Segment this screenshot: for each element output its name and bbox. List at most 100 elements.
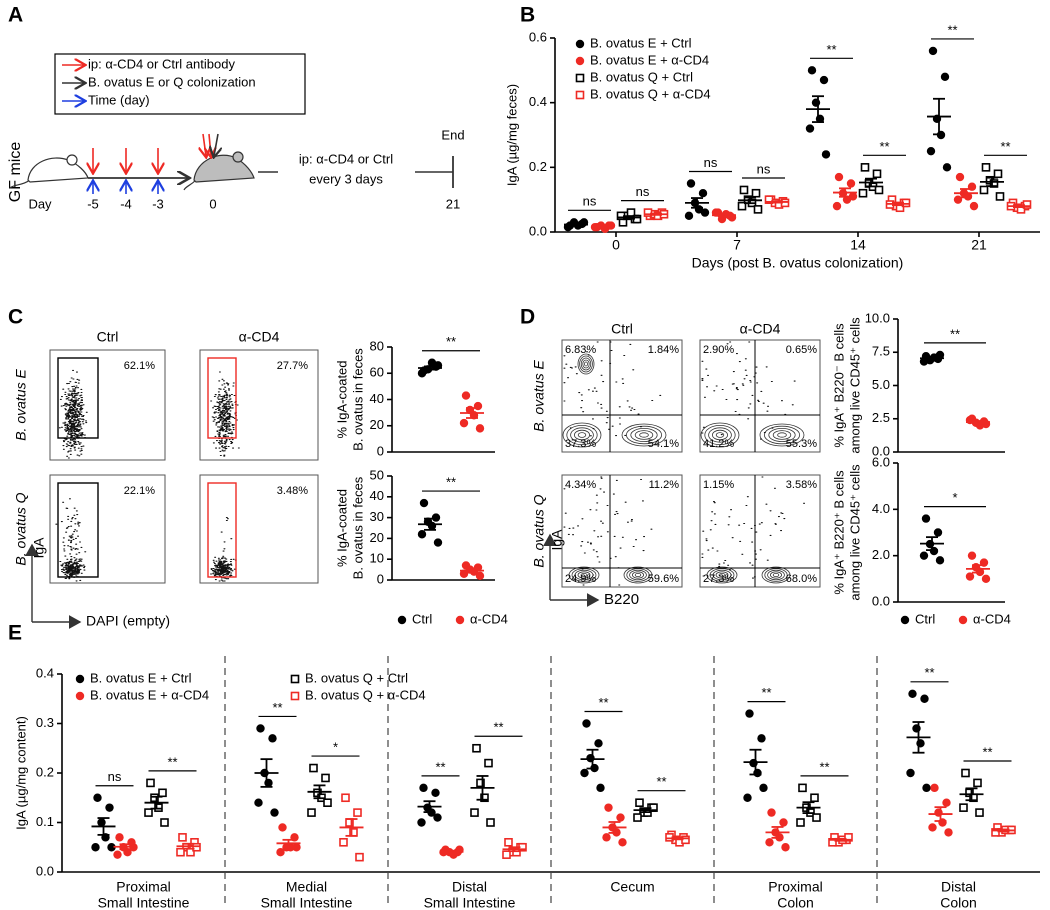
data-point <box>922 783 931 793</box>
contour <box>777 432 787 438</box>
contour <box>579 355 593 373</box>
plot-frame <box>561 339 683 453</box>
y-axis-label: % IgA-coated <box>334 489 349 567</box>
data-point <box>160 818 169 827</box>
y-axis-label: among live CD45⁺ cells <box>847 317 862 454</box>
legend-text: Time (day) <box>88 92 150 107</box>
data-point <box>504 837 513 847</box>
legend-label: α-CD4 <box>470 611 508 626</box>
day-value: -3 <box>152 196 164 211</box>
legend-box <box>54 53 306 115</box>
quadrant-percent: 0.65% <box>786 344 817 356</box>
panel-label: B <box>520 4 535 27</box>
y-tick-label: 10.0 <box>865 310 890 325</box>
data-point <box>757 734 766 743</box>
y-axis-label: B. ovatus in feces <box>350 476 365 579</box>
data-point <box>115 833 124 842</box>
schematic: ip: α-CD4 or Ctrl antibody B. ovatus E o… <box>7 53 465 211</box>
x-tick-label: 7 <box>733 237 741 253</box>
treatment-text: ip: α-CD4 or Ctrl <box>299 151 393 166</box>
legend-label: B. ovatus E + α-CD4 <box>90 687 209 702</box>
y-axis-label: among live CD45⁺ cells <box>847 464 862 601</box>
data-point <box>594 739 603 748</box>
data-point <box>417 369 427 378</box>
contour <box>577 571 591 579</box>
legend-marker <box>75 674 85 684</box>
data-point <box>846 179 856 188</box>
day-label: Day <box>28 196 52 211</box>
significance-label: ** <box>1000 139 1010 154</box>
legend-marker <box>575 39 585 49</box>
injection-arrow <box>209 133 211 156</box>
data-point <box>933 528 943 537</box>
data-point <box>953 195 963 204</box>
event-cloud <box>701 476 806 579</box>
data-point <box>908 689 917 699</box>
legend-label: B. ovatus Q + α-CD4 <box>305 687 426 702</box>
contour <box>712 429 729 441</box>
significance-label: ** <box>924 665 934 680</box>
data-point <box>596 783 605 793</box>
y-tick-label: 80 <box>370 338 384 353</box>
data-point <box>268 734 277 743</box>
contour <box>574 569 594 581</box>
contour <box>584 361 589 367</box>
y-tick-label: 0.2 <box>36 764 54 779</box>
contour <box>772 573 780 578</box>
y-tick-label: 0.3 <box>36 715 54 730</box>
significance-label: ns <box>636 184 650 199</box>
y-tick-label: 30 <box>370 509 384 524</box>
y-tick-label: 0 <box>377 571 384 586</box>
legend-label: B. ovatus E + Ctrl <box>590 35 692 50</box>
y-tick-label: 10 <box>370 551 384 566</box>
data-point <box>935 556 945 565</box>
data-point <box>192 842 201 852</box>
data-point <box>480 793 489 803</box>
quadrant-percent: 1.84% <box>648 344 679 356</box>
significance-label: ns <box>704 155 718 170</box>
data-point <box>700 208 710 217</box>
x-tick-label: Colon <box>940 895 977 910</box>
day-value: -4 <box>120 196 132 211</box>
data-point <box>965 572 975 581</box>
x-tick-label: 0 <box>612 237 620 253</box>
data-point <box>991 828 1000 837</box>
data-point <box>959 803 968 812</box>
data-point <box>765 838 774 847</box>
data-point <box>93 793 102 802</box>
data-point <box>618 838 627 847</box>
data-point <box>113 850 122 859</box>
data-point <box>906 768 915 778</box>
data-point <box>920 694 929 703</box>
x-tick-label: Colon <box>777 895 814 910</box>
gate-percent: 22.1% <box>124 485 155 497</box>
legend-label: B. ovatus Q + Ctrl <box>305 670 408 685</box>
plot-frame <box>49 349 166 461</box>
data-point <box>307 808 316 817</box>
contour <box>634 573 642 578</box>
quadrant-percent: 54.1% <box>648 438 679 450</box>
data-point <box>353 808 362 817</box>
y-tick-label: 2.0 <box>872 547 890 562</box>
x-tick-label: 21 <box>971 237 987 253</box>
contour <box>761 566 791 584</box>
gate-percent: 3.48% <box>277 485 308 497</box>
plot-frame <box>49 474 166 584</box>
data-point <box>254 798 263 807</box>
y-tick-label: 0.2 <box>529 159 547 174</box>
plot-frame <box>199 474 319 584</box>
legend-marker <box>397 615 407 625</box>
legend-label: B. ovatus Q + α-CD4 <box>590 86 711 101</box>
row-label: B. ovatus E <box>13 369 29 441</box>
contour <box>759 423 805 447</box>
mouse-icon <box>9 154 89 189</box>
legend-marker <box>575 90 585 100</box>
row-label: B. ovatus E <box>531 360 547 432</box>
data-point <box>995 192 1005 201</box>
y-tick-label: 40 <box>370 391 384 406</box>
data-point <box>739 185 749 195</box>
contour <box>621 423 667 447</box>
data-point <box>323 798 332 808</box>
data-point <box>144 808 153 817</box>
